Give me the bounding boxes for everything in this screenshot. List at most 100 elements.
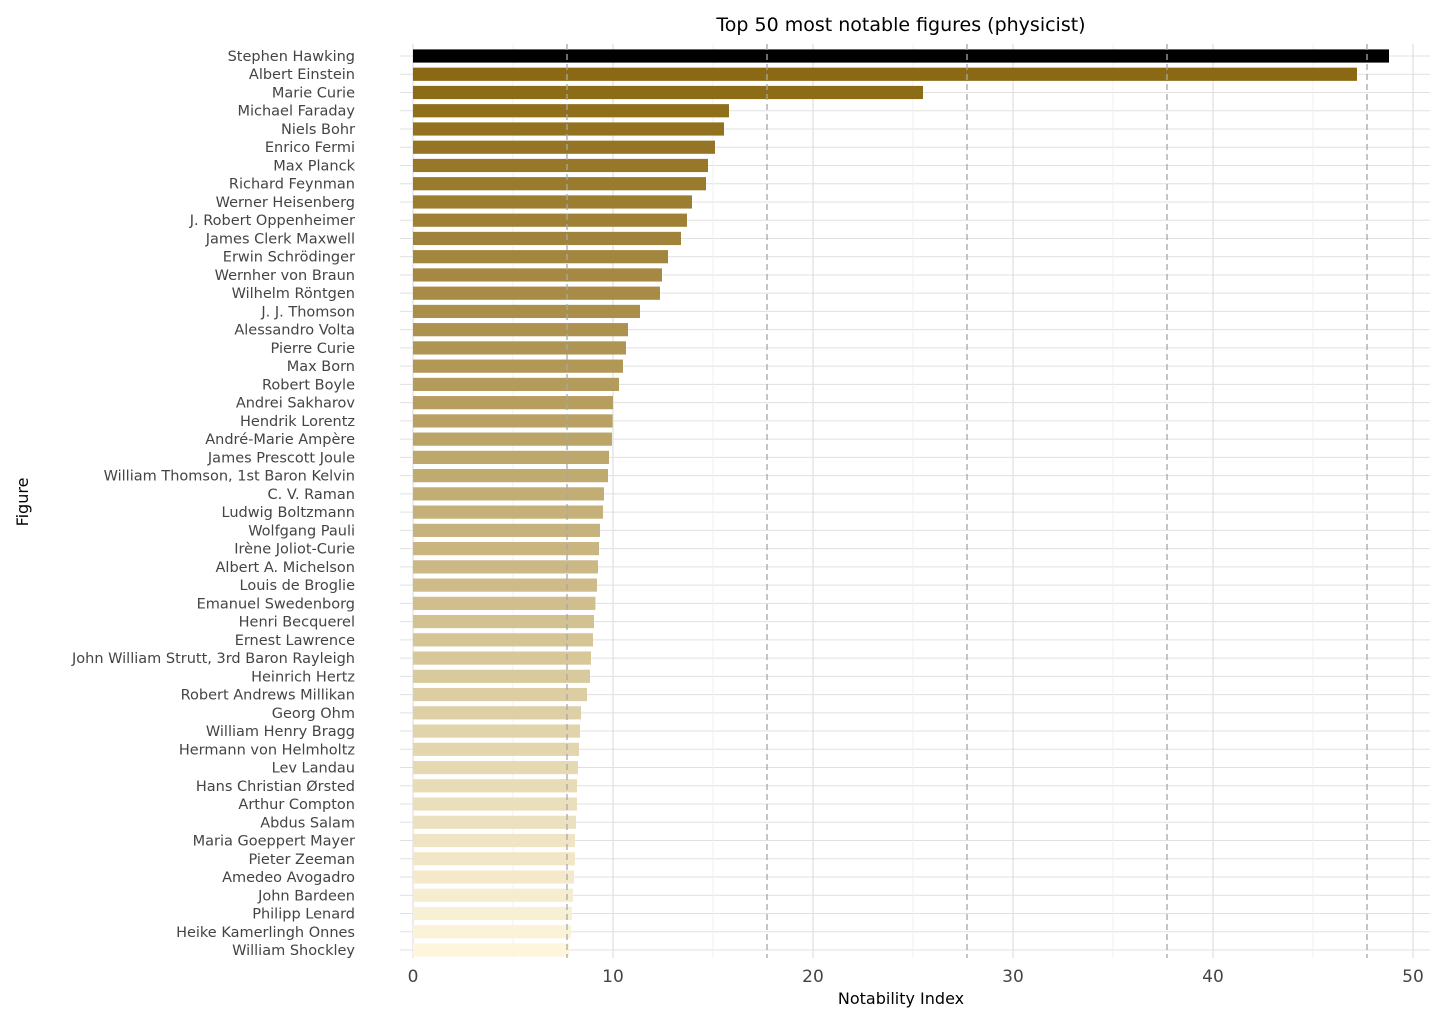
category-label: Hendrik Lorentz — [240, 414, 355, 430]
bar — [413, 450, 609, 464]
bar — [413, 414, 613, 428]
bar — [413, 651, 591, 665]
category-label: C. V. Raman — [268, 487, 355, 503]
category-label: Ernest Lawrence — [235, 633, 355, 649]
bar — [413, 341, 626, 355]
category-label: James Prescott Joule — [207, 450, 355, 466]
bar — [413, 797, 577, 811]
x-tick-layer: 0 10 20 30 40 50 — [408, 967, 1424, 987]
x-tick-label: 10 — [602, 967, 624, 987]
x-tick-label: 50 — [1402, 967, 1424, 987]
category-label: Andrei Sakharov — [236, 396, 356, 412]
bar — [413, 304, 640, 319]
x-tick-label: 40 — [1202, 967, 1224, 987]
category-label: Max Born — [287, 359, 355, 375]
category-label: Irène Joliot-Curie — [234, 542, 355, 558]
category-label: Alessandro Volta — [234, 323, 355, 339]
chart-title: Top 50 most notable figures (physicist) — [715, 14, 1085, 36]
category-label-layer: Stephen Hawking Albert Einstein Marie Curi… — [71, 49, 356, 959]
category-label: J. Robert Oppenheimer — [189, 213, 355, 229]
x-axis-label: Notability Index — [838, 989, 964, 1008]
category-label: Stephen Hawking — [228, 49, 355, 65]
bar — [413, 158, 708, 173]
bar — [413, 323, 628, 337]
bar — [413, 870, 574, 884]
bar — [413, 49, 1389, 63]
bar — [413, 760, 578, 775]
bar — [413, 505, 603, 519]
bar — [413, 560, 598, 574]
category-label: André-Marie Ampère — [205, 432, 355, 448]
category-label: Emanuel Swedenborg — [197, 596, 355, 612]
category-label: Richard Feynman — [229, 177, 355, 193]
x-tick-label: 30 — [1002, 967, 1024, 987]
category-label: Louis de Broglie — [240, 578, 356, 594]
category-label: Werner Heisenberg — [216, 195, 355, 211]
category-label: William Shockley — [232, 943, 355, 959]
bar — [413, 177, 706, 191]
category-label: Wolfgang Pauli — [248, 523, 355, 539]
bar — [413, 815, 576, 829]
bar — [413, 888, 573, 902]
bar — [413, 742, 579, 756]
bar — [413, 596, 596, 610]
category-label: Albert Einstein — [249, 67, 355, 83]
x-tick-label: 0 — [408, 967, 419, 987]
category-label: J. J. Thomson — [260, 304, 355, 320]
category-label: Arthur Compton — [238, 797, 355, 813]
category-label: James Clerk Maxwell — [205, 231, 355, 247]
category-label: Ludwig Boltzmann — [222, 505, 355, 521]
bar — [413, 724, 580, 738]
bar — [413, 67, 1357, 81]
category-label: Abdus Salam — [260, 815, 355, 831]
bar — [413, 614, 594, 629]
bar — [413, 359, 623, 373]
category-label: William Thomson, 1st Baron Kelvin — [104, 469, 355, 485]
category-label: Hermann von Helmholtz — [179, 742, 355, 758]
category-label: Michael Faraday — [237, 104, 355, 120]
y-axis-label: Figure — [13, 478, 32, 527]
bar — [413, 925, 571, 939]
category-label: Robert Andrews Millikan — [181, 688, 355, 704]
bar — [413, 213, 687, 227]
category-label: John William Strutt, 3rd Baron Rayleigh — [71, 651, 355, 667]
reference-line-layer — [566, 44, 1368, 958]
category-label: Heinrich Hertz — [251, 669, 355, 685]
category-label: Philipp Lenard — [252, 907, 355, 923]
category-label: Pierre Curie — [271, 341, 356, 357]
category-label: Lev Landau — [272, 761, 355, 777]
bar — [413, 231, 681, 246]
bar — [413, 104, 729, 118]
category-label: Georg Ohm — [272, 706, 355, 722]
bar — [413, 633, 593, 647]
bar — [413, 396, 613, 410]
category-label: Henri Becquerel — [239, 615, 355, 631]
category-label: Max Planck — [273, 158, 355, 174]
bar — [413, 779, 577, 793]
category-label: Albert A. Michelson — [216, 560, 355, 576]
category-label: Niels Bohr — [281, 122, 355, 138]
category-label: Enrico Fermi — [265, 140, 355, 156]
category-label: William Henry Bragg — [206, 724, 355, 740]
category-label: Erwin Schrödinger — [223, 250, 355, 266]
category-label: John Bardeen — [257, 888, 355, 904]
bar — [413, 523, 600, 537]
bar — [413, 487, 604, 501]
bar — [413, 469, 608, 483]
bar — [413, 85, 923, 100]
bar — [413, 377, 619, 392]
bar — [413, 140, 715, 154]
bar — [413, 286, 660, 300]
bar — [413, 943, 569, 957]
bar — [413, 833, 575, 848]
bar — [413, 669, 590, 683]
bar — [413, 578, 597, 592]
bar — [413, 268, 662, 282]
category-label: Pieter Zeeman — [248, 852, 355, 868]
bar — [413, 706, 581, 720]
bar — [413, 852, 575, 866]
category-label: Wernher von Braun — [215, 268, 355, 284]
category-label: Hans Christian Ørsted — [196, 779, 355, 795]
x-tick-label: 20 — [802, 967, 824, 987]
